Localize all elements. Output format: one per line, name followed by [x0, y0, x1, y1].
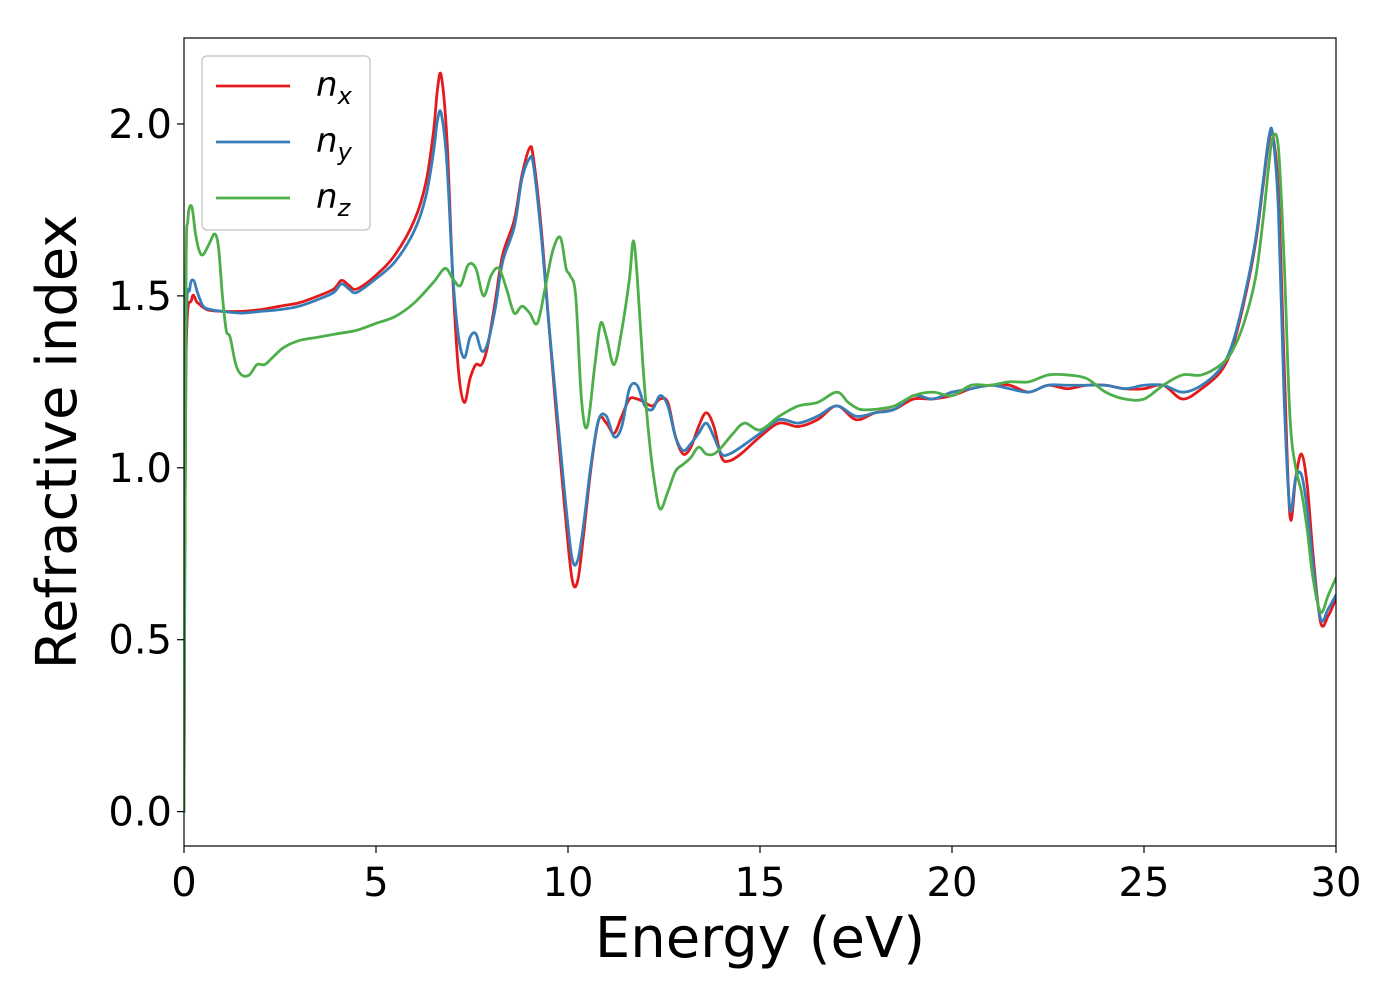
- x-tick-label: 0: [171, 860, 196, 906]
- legend-label-nx: nx: [316, 65, 353, 110]
- y-tick-label: 2.0: [108, 102, 172, 148]
- x-tick-label: 20: [927, 860, 978, 906]
- y-tick-label: 0.0: [108, 790, 172, 836]
- x-axis-ticks: 0 5 10 15 20 25 30: [171, 846, 1361, 906]
- series-line-nx: [184, 71, 1336, 814]
- y-tick-label: 1.0: [108, 446, 172, 492]
- y-axis-label: Refractive index: [25, 215, 90, 670]
- x-tick-label: 15: [735, 860, 786, 906]
- series-layer: [184, 71, 1336, 814]
- x-tick-label: 10: [543, 860, 594, 906]
- x-axis-label: Energy (eV): [595, 906, 925, 971]
- legend-label-ny: ny: [316, 121, 353, 166]
- x-tick-label: 30: [1311, 860, 1362, 906]
- series-line-ny: [184, 109, 1336, 814]
- y-tick-label: 0.5: [108, 618, 172, 664]
- x-tick-label: 5: [363, 860, 388, 906]
- series-line-nz: [184, 132, 1336, 814]
- x-tick-label: 25: [1119, 860, 1170, 906]
- y-axis-ticks: 0.0 0.5 1.0 1.5 2.0: [108, 102, 184, 836]
- y-tick-label: 1.5: [108, 274, 172, 320]
